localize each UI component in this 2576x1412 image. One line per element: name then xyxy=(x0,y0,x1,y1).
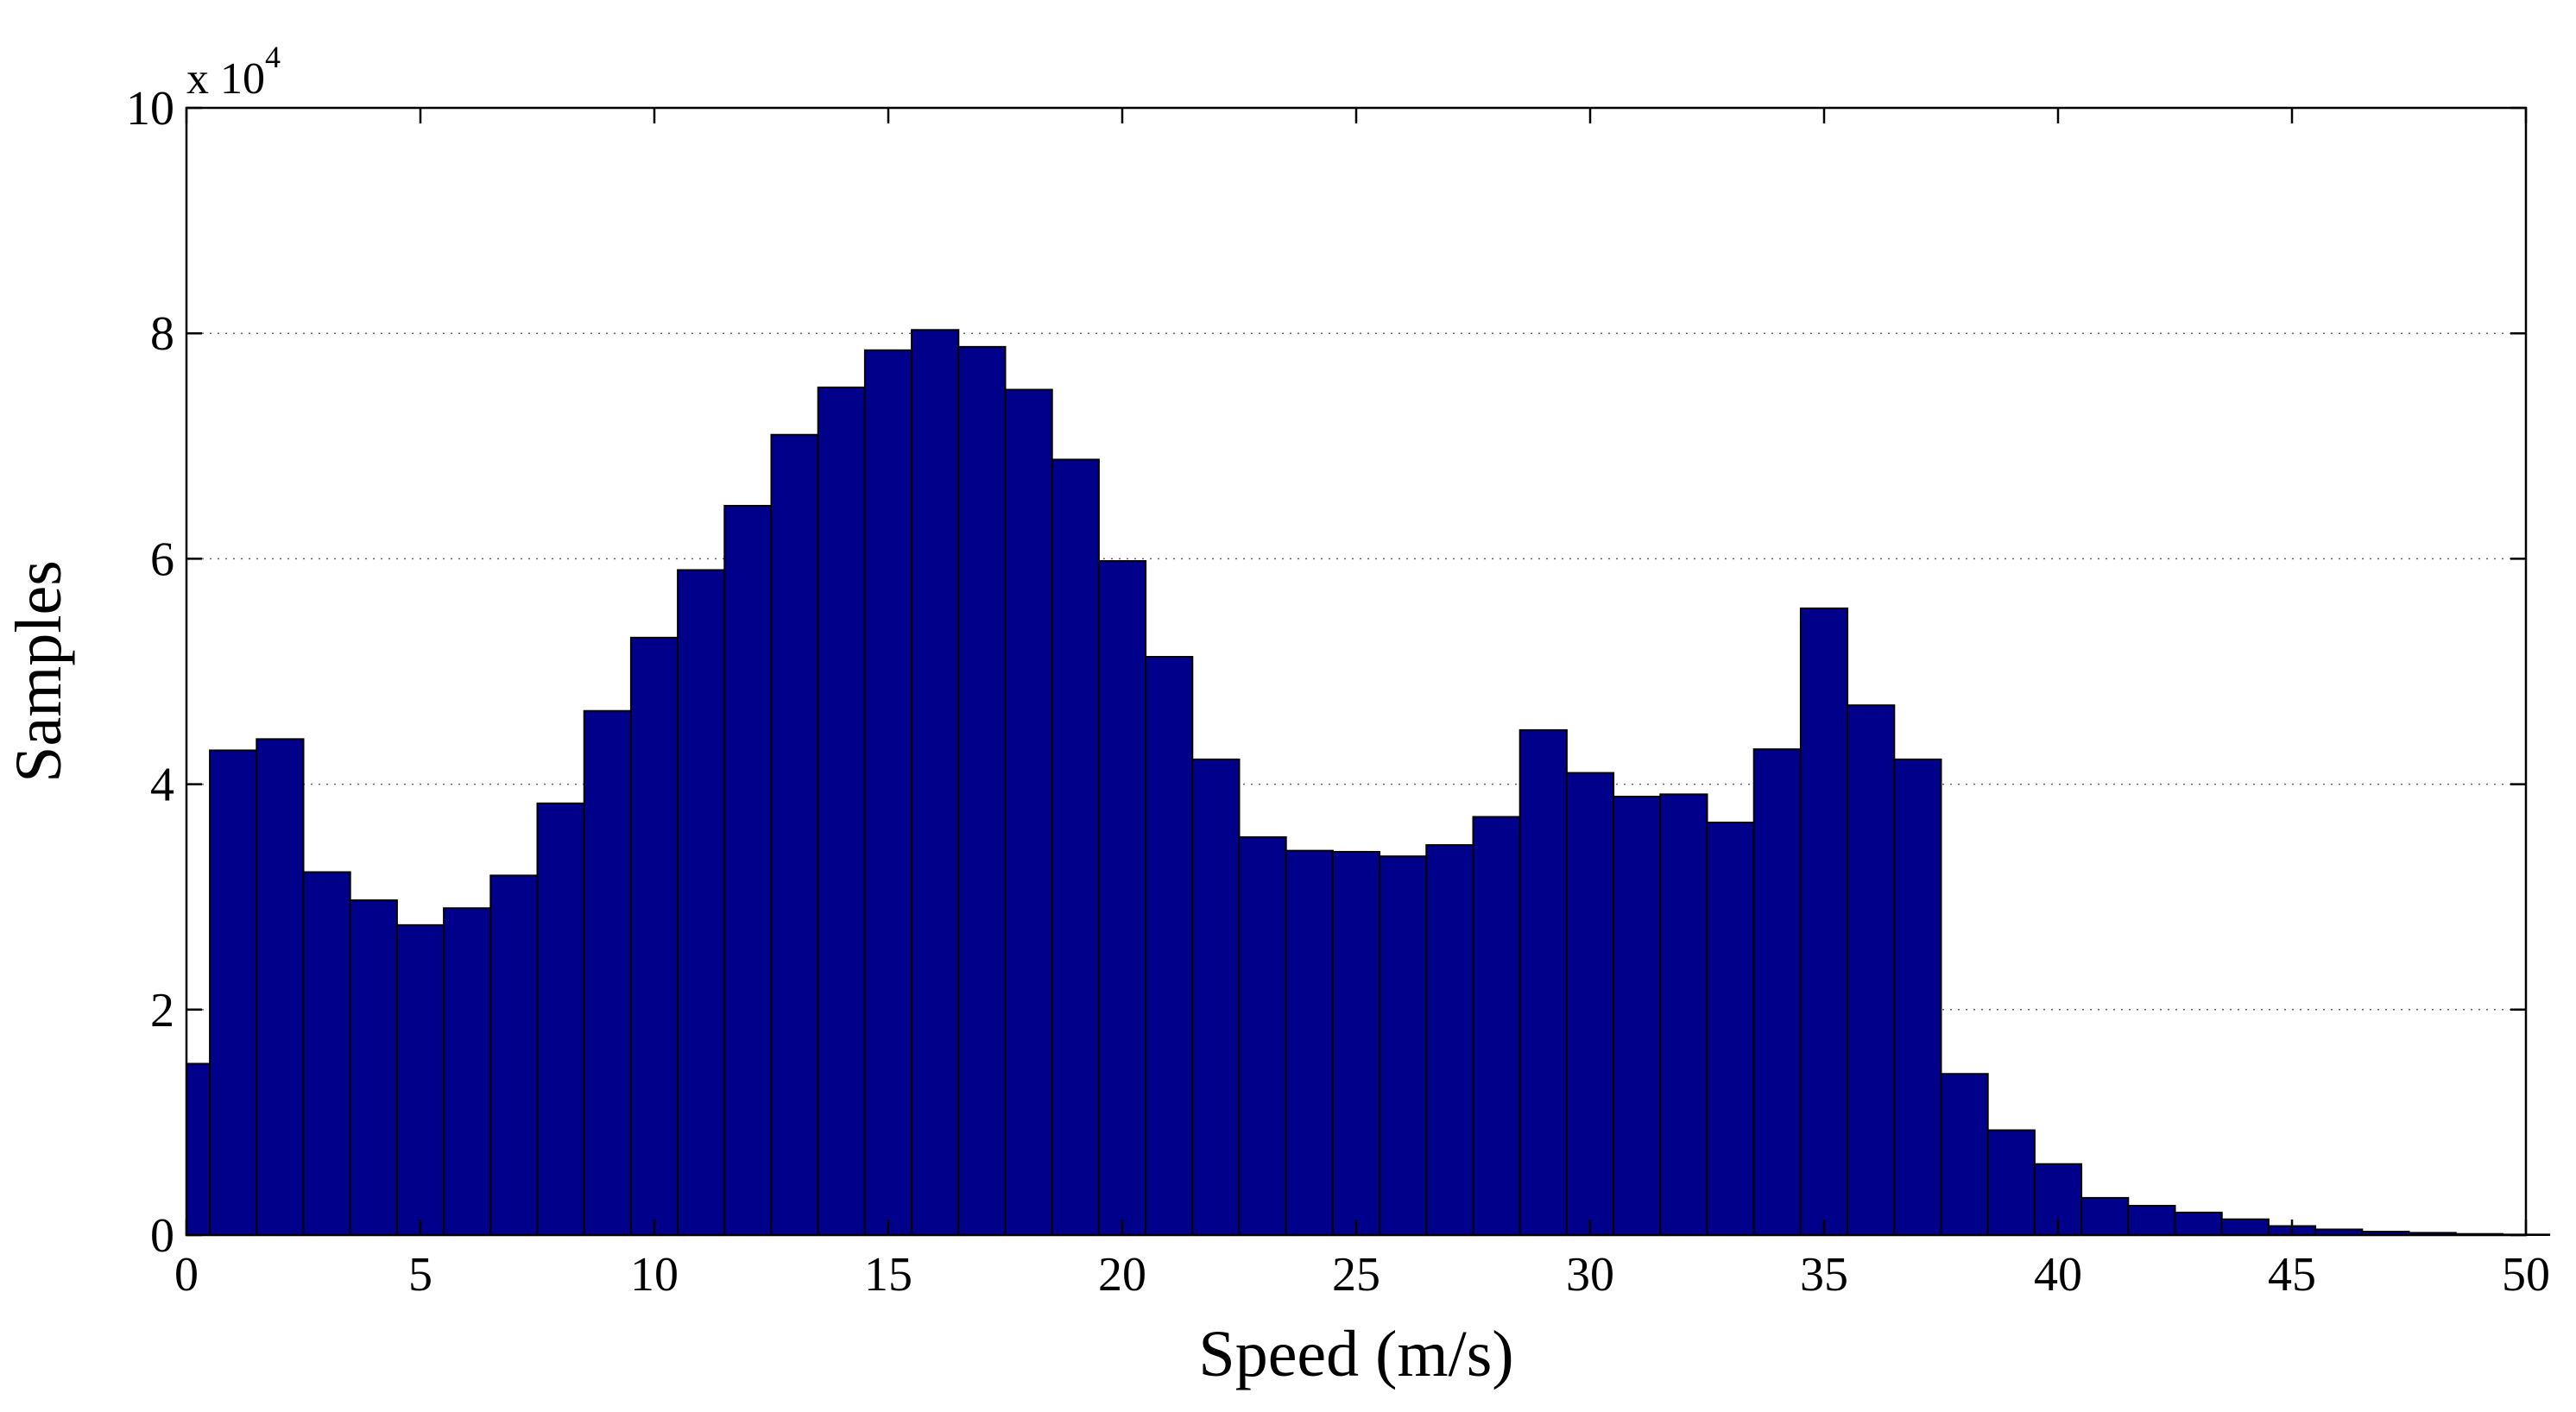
bar-8 xyxy=(583,709,632,1236)
bar-17 xyxy=(1004,388,1053,1236)
bar-1 xyxy=(256,738,305,1236)
bar-37 xyxy=(1940,1073,1989,1236)
bar-19 xyxy=(1097,560,1147,1236)
x-tick-label-15: 15 xyxy=(864,1248,912,1302)
x-tick-labels: 0 5 10 15 20 25 30 35 40 45 50 xyxy=(174,1248,2550,1302)
x-axis-label: Speed (m/s) xyxy=(1198,1318,1513,1390)
bar-28 xyxy=(1518,728,1568,1236)
x-tick-label-40: 40 xyxy=(2034,1248,2082,1302)
bar-36 xyxy=(1893,758,1942,1236)
bar-7 xyxy=(536,802,585,1236)
bar-42 xyxy=(2174,1211,2223,1237)
y-tick-label-2: 2 xyxy=(150,984,174,1037)
bar-18 xyxy=(1051,458,1100,1236)
bar-12 xyxy=(770,433,819,1236)
bar-0 xyxy=(209,749,258,1236)
bar-13 xyxy=(817,386,866,1236)
bar-29 xyxy=(1565,772,1615,1236)
bar-6 xyxy=(489,874,539,1236)
y-tick-label-6: 6 xyxy=(150,533,174,586)
bar-41 xyxy=(2127,1205,2176,1236)
y-tick-label-8: 8 xyxy=(150,307,174,361)
bar-5 xyxy=(443,907,492,1236)
bar-23 xyxy=(1285,849,1334,1236)
bar-24 xyxy=(1331,850,1381,1237)
bar-10 xyxy=(677,569,726,1236)
axis-ticks xyxy=(185,106,2528,1237)
bar-16 xyxy=(957,345,1007,1237)
bar-35 xyxy=(1847,704,1896,1236)
bar-34 xyxy=(1799,607,1849,1236)
bar-20 xyxy=(1145,656,1194,1236)
bar-14 xyxy=(863,349,913,1236)
bar-43 xyxy=(2220,1218,2270,1236)
bars xyxy=(186,329,2551,1237)
bar-30 xyxy=(1613,795,1662,1236)
bar-edge-0 xyxy=(186,1062,212,1237)
bar-38 xyxy=(1986,1129,2036,1236)
bar-32 xyxy=(1706,822,1755,1237)
x-tick-label-50: 50 xyxy=(2502,1248,2550,1302)
bar-31 xyxy=(1659,793,1708,1236)
bar-26 xyxy=(1425,844,1474,1237)
x-tick-label-30: 30 xyxy=(1566,1248,1614,1302)
bar-25 xyxy=(1379,855,1428,1237)
bar-11 xyxy=(723,505,773,1236)
y-tick-labels: 0 2 4 6 8 10 xyxy=(126,82,174,1263)
y-tick-label-0: 0 xyxy=(150,1209,174,1263)
x-tick-label-45: 45 xyxy=(2268,1248,2316,1302)
bar-21 xyxy=(1191,758,1241,1236)
x-tick-label-20: 20 xyxy=(1098,1248,1146,1302)
y-tick-label-4: 4 xyxy=(150,759,174,812)
x-tick-label-25: 25 xyxy=(1332,1248,1380,1302)
bar-22 xyxy=(1238,835,1287,1236)
bar-27 xyxy=(1472,816,1521,1236)
bar-2 xyxy=(302,871,351,1237)
y-axis-label: Samples xyxy=(3,560,75,783)
x-tick-label-5: 5 xyxy=(408,1248,432,1302)
y-axis-multiplier: x 104 xyxy=(186,40,281,104)
x-tick-label-0: 0 xyxy=(174,1248,199,1302)
x-tick-label-35: 35 xyxy=(1800,1248,1848,1302)
bar-4 xyxy=(395,923,445,1236)
x-tick-label-10: 10 xyxy=(630,1248,679,1302)
bar-40 xyxy=(2080,1196,2130,1236)
bar-3 xyxy=(349,899,398,1237)
bar-9 xyxy=(629,636,679,1236)
bar-33 xyxy=(1752,748,1802,1236)
y-tick-label-10: 10 xyxy=(126,82,174,136)
bar-15 xyxy=(911,329,960,1237)
